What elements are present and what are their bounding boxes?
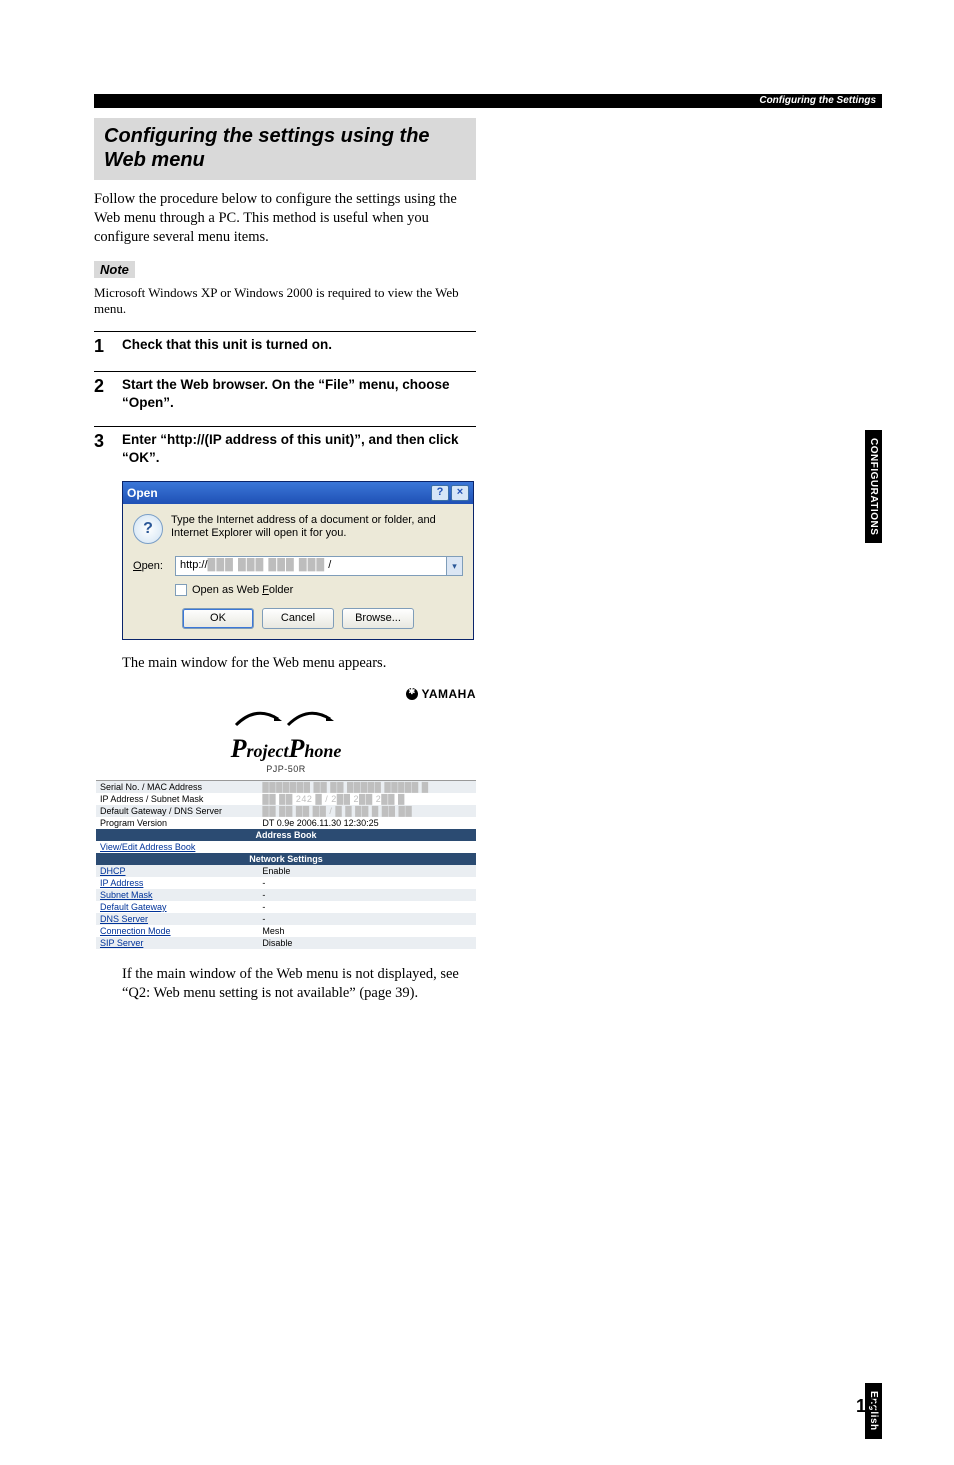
side-tabs: CONFIGURATIONS English: [865, 430, 882, 1439]
table-row: SIP ServerDisable: [96, 937, 476, 949]
dialog-input-row: Open: http://███ ███ ███ ███ / ▾: [133, 556, 463, 576]
intro-paragraph: Follow the procedure below to configure …: [94, 190, 476, 247]
dialog-description-row: ? Type the Internet address of a documen…: [133, 514, 463, 544]
table-row: IP Address-: [96, 877, 476, 889]
open-dialog: Open ? × ? Type the Internet address of …: [122, 481, 474, 640]
dialog-titlebar: Open ? ×: [123, 482, 473, 504]
web-settings-table: Serial No. / MAC Address███████ ██ ██ ██…: [96, 780, 476, 949]
dialog-description: Type the Internet address of a document …: [171, 514, 463, 540]
question-icon: ?: [133, 514, 163, 544]
close-button[interactable]: ×: [451, 485, 469, 501]
ok-button[interactable]: OK: [182, 608, 254, 629]
table-row: Serial No. / MAC Address███████ ██ ██ ██…: [96, 781, 476, 794]
open-as-folder-checkbox[interactable]: [175, 584, 187, 596]
table-row: Program VersionDT 0.9e 2006.11.30 12:30:…: [96, 817, 476, 829]
step-text: Start the Web browser. On the “File” men…: [122, 376, 476, 412]
step-number: 3: [94, 431, 122, 467]
table-row: Connection ModeMesh: [96, 925, 476, 937]
after-webshot-text: If the main window of the Web menu is no…: [122, 965, 476, 1003]
step-3: 3 Enter “http://(IP address of this unit…: [94, 431, 476, 467]
header-section-name: Configuring the Settings: [759, 94, 876, 108]
web-menu-screenshot: YAMAHA ProjectPhone PJP-50R Serial No. /…: [96, 687, 476, 949]
section-title: Configuring the settings using the Web m…: [104, 124, 466, 172]
yamaha-text: YAMAHA: [421, 687, 476, 701]
step-1: 1 Check that this unit is turned on.: [94, 336, 476, 357]
table-row: View/Edit Address Book: [96, 841, 476, 853]
yamaha-logo-row: YAMAHA: [96, 687, 476, 701]
projectphone-model: PJP-50R: [96, 764, 476, 774]
content-column: Configuring the settings using the Web m…: [94, 118, 476, 1003]
table-section-header: Network Settings: [96, 853, 476, 865]
step-number: 1: [94, 336, 122, 357]
tab-configurations: CONFIGURATIONS: [865, 430, 882, 543]
table-row: Default Gateway / DNS Server██ ██ ██ ██ …: [96, 805, 476, 817]
step-divider: [94, 371, 476, 372]
dialog-title: Open: [127, 486, 158, 500]
browse-button[interactable]: Browse...: [342, 608, 414, 629]
section-title-box: Configuring the settings using the Web m…: [94, 118, 476, 180]
dialog-body: ? Type the Internet address of a documen…: [123, 504, 473, 639]
header-bar: Configuring the Settings: [94, 94, 882, 108]
projectphone-name: ProjectPhone: [96, 734, 476, 764]
table-row: IP Address / Subnet Mask██ ██ 242 █ / 2█…: [96, 793, 476, 805]
step-text: Enter “http://(IP address of this unit)”…: [122, 431, 476, 467]
yamaha-icon: [406, 688, 418, 700]
page: Configuring the Settings Configuring the…: [0, 0, 954, 1465]
projectphone-logo: ProjectPhone PJP-50R: [96, 707, 476, 774]
table-row: DHCPEnable: [96, 865, 476, 877]
after-dialog-text: The main window for the Web menu appears…: [122, 654, 476, 673]
table-row: Subnet Mask-: [96, 889, 476, 901]
cancel-button[interactable]: Cancel: [262, 608, 334, 629]
help-button[interactable]: ?: [431, 485, 449, 501]
table-section-header: Address Book: [96, 829, 476, 841]
step-text: Check that this unit is turned on.: [122, 336, 332, 357]
open-dialog-screenshot: Open ? × ? Type the Internet address of …: [122, 481, 476, 640]
dialog-button-row: OK Cancel Browse...: [133, 608, 463, 629]
chevron-down-icon[interactable]: ▾: [446, 557, 462, 575]
open-label: Open:: [133, 560, 167, 572]
url-combobox[interactable]: http://███ ███ ███ ███ / ▾: [175, 556, 463, 576]
note-text: Microsoft Windows XP or Windows 2000 is …: [94, 285, 476, 317]
step-2: 2 Start the Web browser. On the “File” m…: [94, 376, 476, 412]
open-as-folder-row: Open as Web Folder: [175, 584, 463, 596]
yamaha-logo: YAMAHA: [406, 687, 476, 701]
step-divider: [94, 426, 476, 427]
dialog-title-buttons: ? ×: [431, 485, 469, 501]
open-as-folder-label: Open as Web Folder: [192, 584, 293, 596]
page-number: 13: [856, 1396, 876, 1417]
table-row: DNS Server-: [96, 913, 476, 925]
note-label: Note: [94, 261, 135, 278]
url-text: http://███ ███ ███ ███ /: [176, 557, 446, 575]
logo-swoosh-icon: [226, 707, 346, 729]
table-row: Default Gateway-: [96, 901, 476, 913]
step-divider: [94, 331, 476, 332]
step-number: 2: [94, 376, 122, 412]
